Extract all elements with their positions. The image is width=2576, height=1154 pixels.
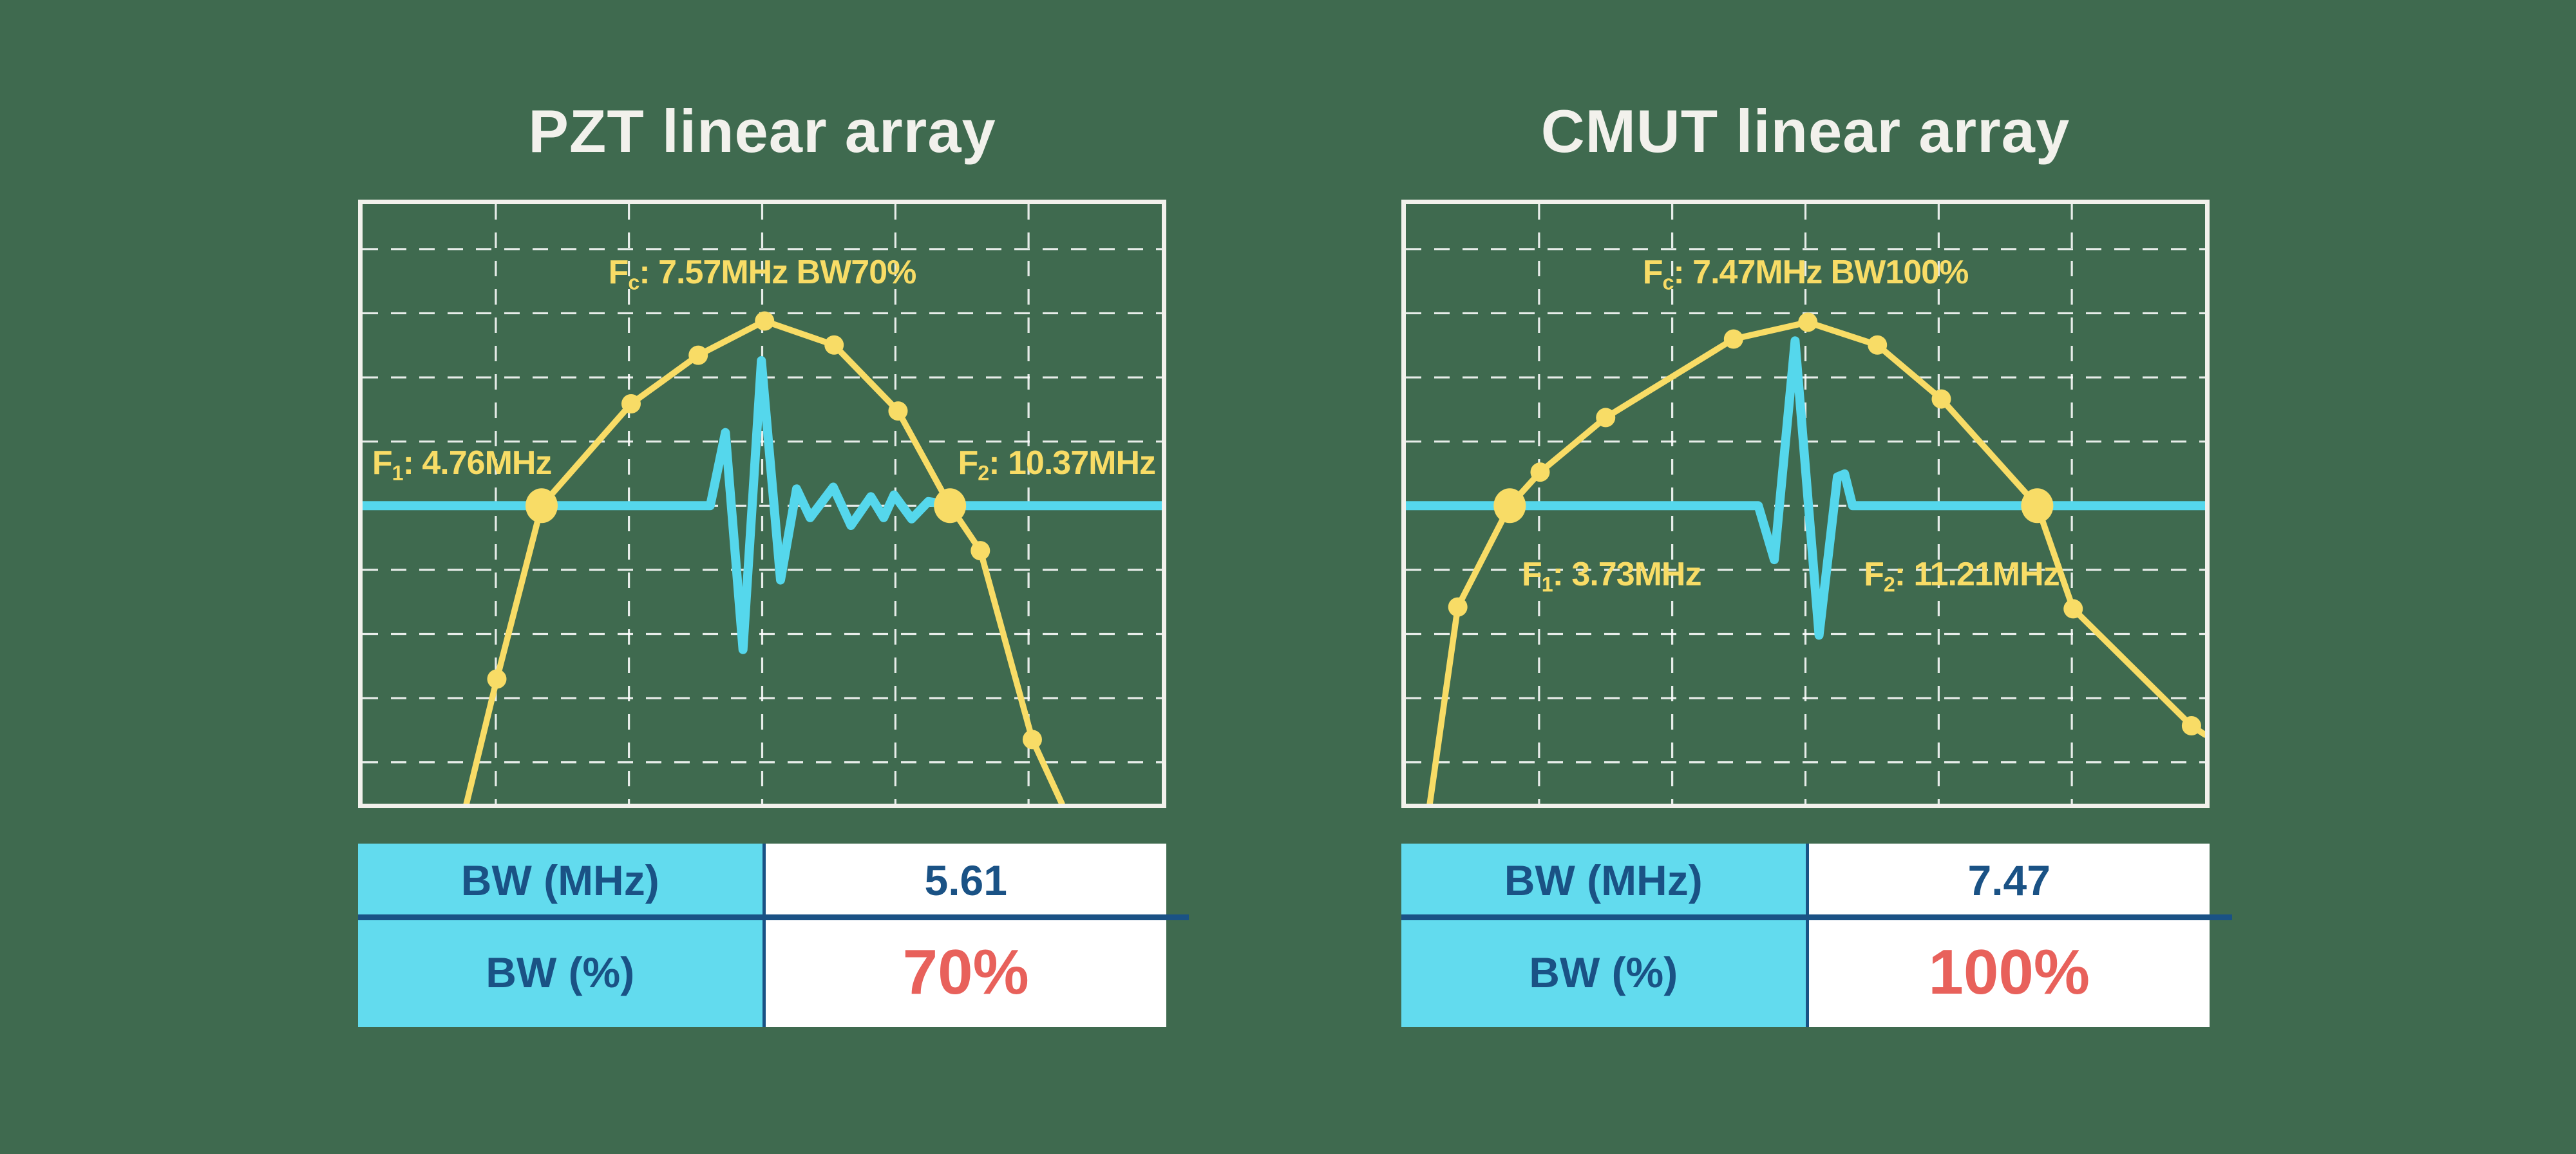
f2-base: F (1864, 555, 1884, 593)
pzt-spectrum-chart: Fc: 7.57MHz BW70% F1: 4.76MHz F2: 10.37M… (358, 200, 1166, 808)
cmut-f2-annotation: F2: 11.21MHz (1864, 555, 2060, 597)
fc-value: : 7.47MHz BW100% (1673, 254, 1969, 292)
table-row-value: 70% (762, 917, 1166, 1027)
f2-subscript: 2 (1883, 572, 1895, 596)
table-row-divider (358, 914, 1189, 920)
fc-value: : 7.57MHz BW70% (639, 254, 916, 292)
table-row-divider (1401, 914, 2232, 920)
panel-pzt: PZT linear array Fc: 7.57MHz BW70% F1: 4… (358, 0, 1189, 1154)
cmut-bandwidth-table: BW (MHz) 7.47 BW (%) 100% (1401, 844, 2232, 1027)
f2-value: : 11.21MHz (1894, 555, 2060, 593)
f2-base: F (958, 444, 979, 482)
fc-subscript: c (628, 271, 639, 294)
table-row-value: 5.61 (762, 844, 1166, 917)
pzt-center-frequency-annotation: Fc: 7.57MHz BW70% (608, 253, 917, 295)
table-row-value: 7.47 (1805, 844, 2210, 917)
pzt-chart-plot (363, 204, 1162, 804)
f2-subscript: 2 (978, 462, 989, 486)
f1-value: : 4.76MHz (402, 444, 553, 482)
panel-title-cmut: CMUT linear array (1540, 97, 2070, 165)
table-row-label: BW (MHz) (358, 844, 762, 917)
fc-base: F (1642, 254, 1663, 292)
pzt-f2-annotation: F2: 10.37MHz (958, 444, 1156, 486)
cmut-f1-annotation: F1: 3.73MHz (1521, 555, 1702, 597)
fc-base: F (608, 254, 629, 292)
f1-base: F (372, 444, 393, 482)
panel-cmut: CMUT linear array Fc: 7.47MHz BW100% F1:… (1401, 0, 2232, 1154)
cmut-spectrum-chart: Fc: 7.47MHz BW100% F1: 3.73MHz F2: 11.21… (1401, 200, 2210, 808)
fc-subscript: c (1662, 271, 1674, 294)
f1-subscript: 1 (1541, 572, 1553, 596)
panel-title-pzt: PZT linear array (528, 97, 996, 165)
f2-value: : 10.37MHz (989, 444, 1156, 482)
f1-subscript: 1 (392, 462, 404, 486)
cmut-chart-plot (1406, 204, 2205, 804)
pzt-f1-annotation: F1: 4.76MHz (372, 444, 553, 486)
table-row-label: BW (MHz) (1401, 844, 1806, 917)
f1-base: F (1521, 555, 1542, 593)
table-row-label: BW (%) (1401, 917, 1806, 1027)
cmut-center-frequency-annotation: Fc: 7.47MHz BW100% (1643, 253, 1969, 295)
table-row-label: BW (%) (358, 917, 762, 1027)
f1-value: : 3.73MHz (1552, 555, 1702, 593)
pzt-bandwidth-table: BW (MHz) 5.61 BW (%) 70% (358, 844, 1189, 1027)
table-row-value: 100% (1805, 917, 2210, 1027)
